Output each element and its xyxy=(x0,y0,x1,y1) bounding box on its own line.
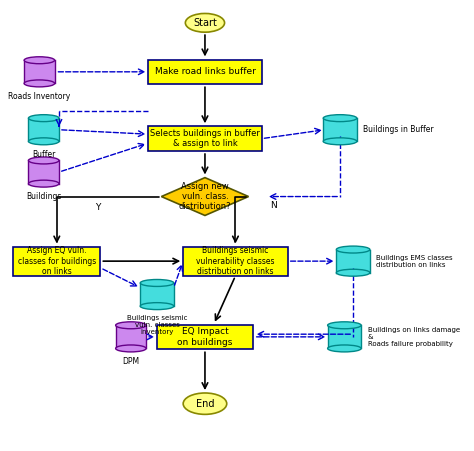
Ellipse shape xyxy=(116,345,146,352)
FancyBboxPatch shape xyxy=(13,247,100,276)
Ellipse shape xyxy=(140,303,174,309)
Ellipse shape xyxy=(323,138,357,145)
Text: Buildings seismic
vuln. classes
inventory: Buildings seismic vuln. classes inventor… xyxy=(127,315,187,335)
Ellipse shape xyxy=(185,14,225,32)
Ellipse shape xyxy=(328,322,361,329)
Text: Roads Inventory: Roads Inventory xyxy=(8,92,71,101)
FancyBboxPatch shape xyxy=(148,126,262,151)
Polygon shape xyxy=(161,178,248,216)
Ellipse shape xyxy=(337,269,370,276)
Bar xyxy=(24,60,55,83)
FancyBboxPatch shape xyxy=(148,60,262,84)
Bar xyxy=(323,118,357,141)
Text: Make road links buffer: Make road links buffer xyxy=(155,67,255,76)
Text: Buildings EMS classes
distribution on links: Buildings EMS classes distribution on li… xyxy=(376,255,453,267)
Ellipse shape xyxy=(116,322,146,329)
Text: Assign new
vuln. class.
distribution?: Assign new vuln. class. distribution? xyxy=(179,182,231,212)
Ellipse shape xyxy=(28,115,59,122)
Text: N: N xyxy=(270,201,277,210)
FancyBboxPatch shape xyxy=(183,247,288,276)
Bar xyxy=(140,283,174,306)
Ellipse shape xyxy=(28,157,59,164)
Text: DPM: DPM xyxy=(122,357,139,366)
Text: EQ Impact
on buildings: EQ Impact on buildings xyxy=(177,327,233,346)
Text: Buffer: Buffer xyxy=(32,150,55,159)
Ellipse shape xyxy=(323,115,357,122)
Text: Y: Y xyxy=(96,203,101,212)
Bar xyxy=(28,161,59,184)
Text: Buildings on links damage
&
Roads failure probability: Buildings on links damage & Roads failur… xyxy=(368,327,460,347)
Ellipse shape xyxy=(337,246,370,253)
Bar xyxy=(328,325,361,349)
Ellipse shape xyxy=(28,180,59,187)
Text: End: End xyxy=(196,399,214,409)
Bar xyxy=(28,118,59,141)
Ellipse shape xyxy=(24,80,55,87)
Bar xyxy=(337,249,370,273)
Text: Start: Start xyxy=(193,18,217,28)
Text: Selects buildings in buffer
& assign to link: Selects buildings in buffer & assign to … xyxy=(150,129,260,148)
FancyBboxPatch shape xyxy=(157,325,253,349)
Bar xyxy=(116,325,146,349)
Ellipse shape xyxy=(328,345,361,352)
Ellipse shape xyxy=(24,57,55,64)
Text: Buildings in Buffer: Buildings in Buffer xyxy=(364,125,434,134)
Ellipse shape xyxy=(183,393,227,414)
Text: Assign EQ vuln.
classes for buildings
on links: Assign EQ vuln. classes for buildings on… xyxy=(18,246,96,276)
Ellipse shape xyxy=(28,138,59,145)
Text: Buildings seismic
vulnerability classes
distribution on links: Buildings seismic vulnerability classes … xyxy=(196,246,275,276)
Ellipse shape xyxy=(140,280,174,286)
Text: Buildings: Buildings xyxy=(26,193,62,202)
